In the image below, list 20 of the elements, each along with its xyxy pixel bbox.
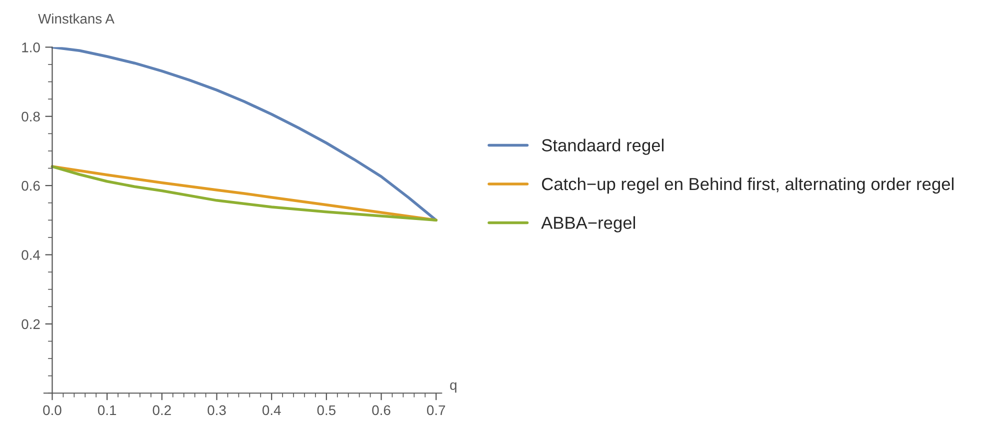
y-tick-label: 0.6 — [22, 180, 40, 191]
x-tick-label: 0.3 — [208, 405, 226, 416]
line-series — [50, 165, 438, 222]
y-tick-label: 0.8 — [22, 112, 40, 122]
y-tick-label: 0.2 — [22, 319, 40, 330]
line-series — [50, 47, 438, 222]
x-tick-label: 0.6 — [372, 405, 390, 416]
legend-label: ABBA−regel — [541, 216, 636, 232]
x-tick-label: 0.5 — [317, 405, 336, 416]
y-tick-label: 0.4 — [22, 250, 40, 260]
x-axis-title: q — [450, 382, 456, 393]
legend-label: Catch−up regel en Behind first, alternating order regel — [542, 177, 954, 194]
y-axis-title: Winstkans A — [38, 13, 114, 24]
x-tick-label: 0.1 — [98, 405, 116, 416]
legend-label: Standaard regel — [542, 138, 664, 155]
y-tick-label: 1.0 — [22, 42, 40, 52]
x-tick-label: 0.7 — [426, 405, 446, 416]
x-tick-label: 0.0 — [43, 405, 62, 416]
x-tick-label: 0.2 — [152, 405, 171, 416]
x-tick-label: 0.4 — [262, 405, 281, 416]
